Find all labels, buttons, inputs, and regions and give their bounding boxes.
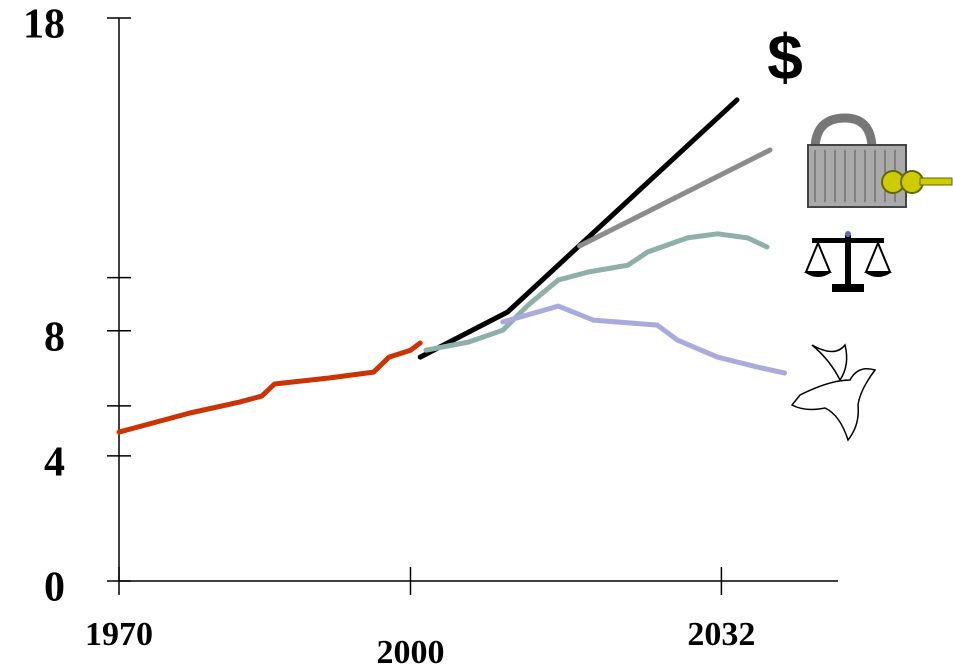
y-tick-label: 4: [44, 440, 65, 486]
data-line: [500, 303, 788, 376]
data-line: [423, 231, 770, 353]
data-line: [577, 147, 773, 249]
x-tick-label: 1970: [85, 616, 153, 653]
data-line: [116, 340, 423, 435]
scales-icon: [804, 231, 892, 292]
y-tick-label: 8: [44, 314, 65, 360]
x-tick-label: 2032: [687, 616, 755, 653]
lock-icon: [807, 113, 953, 208]
y-tick-label: 0: [44, 565, 65, 611]
data-line: [417, 97, 740, 360]
dove-icon: [790, 343, 877, 442]
annotation: $: [767, 21, 803, 93]
x-tick-label: 2000: [376, 634, 444, 667]
y-tick-label: 18: [23, 2, 65, 48]
